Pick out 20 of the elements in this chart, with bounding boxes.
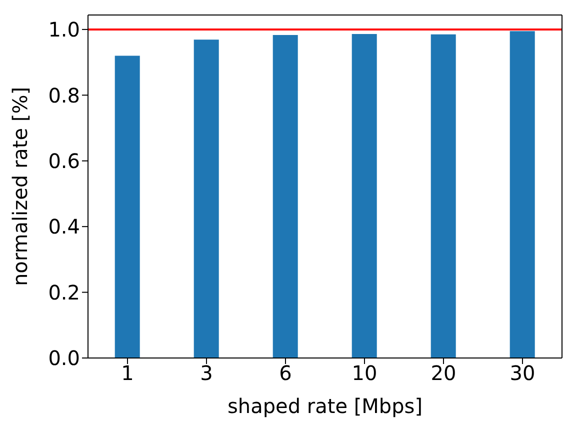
x-tick-label: 30 bbox=[510, 361, 536, 386]
x-axis-title: shaped rate [Mbps] bbox=[227, 394, 423, 418]
y-tick-label: 0.4 bbox=[48, 214, 80, 239]
y-tick-label: 0.8 bbox=[48, 83, 80, 108]
y-axis-title: normalized rate [%] bbox=[8, 86, 32, 286]
y-tick-label: 0.0 bbox=[48, 346, 80, 370]
x-tick-label: 6 bbox=[279, 361, 292, 386]
bar bbox=[272, 35, 298, 358]
y-tick-label: 1.0 bbox=[48, 18, 80, 42]
x-tick-label: 10 bbox=[352, 361, 378, 386]
y-tick-label: 0.6 bbox=[48, 148, 80, 173]
bar bbox=[194, 40, 219, 358]
bar bbox=[352, 34, 377, 358]
bar bbox=[114, 56, 140, 358]
x-tick-label: 1 bbox=[121, 361, 134, 386]
x-tick-label: 3 bbox=[200, 361, 213, 386]
bar bbox=[430, 34, 456, 358]
x-tick-label: 20 bbox=[430, 361, 456, 386]
bar bbox=[510, 31, 535, 358]
y-tick-label: 0.2 bbox=[48, 280, 80, 304]
